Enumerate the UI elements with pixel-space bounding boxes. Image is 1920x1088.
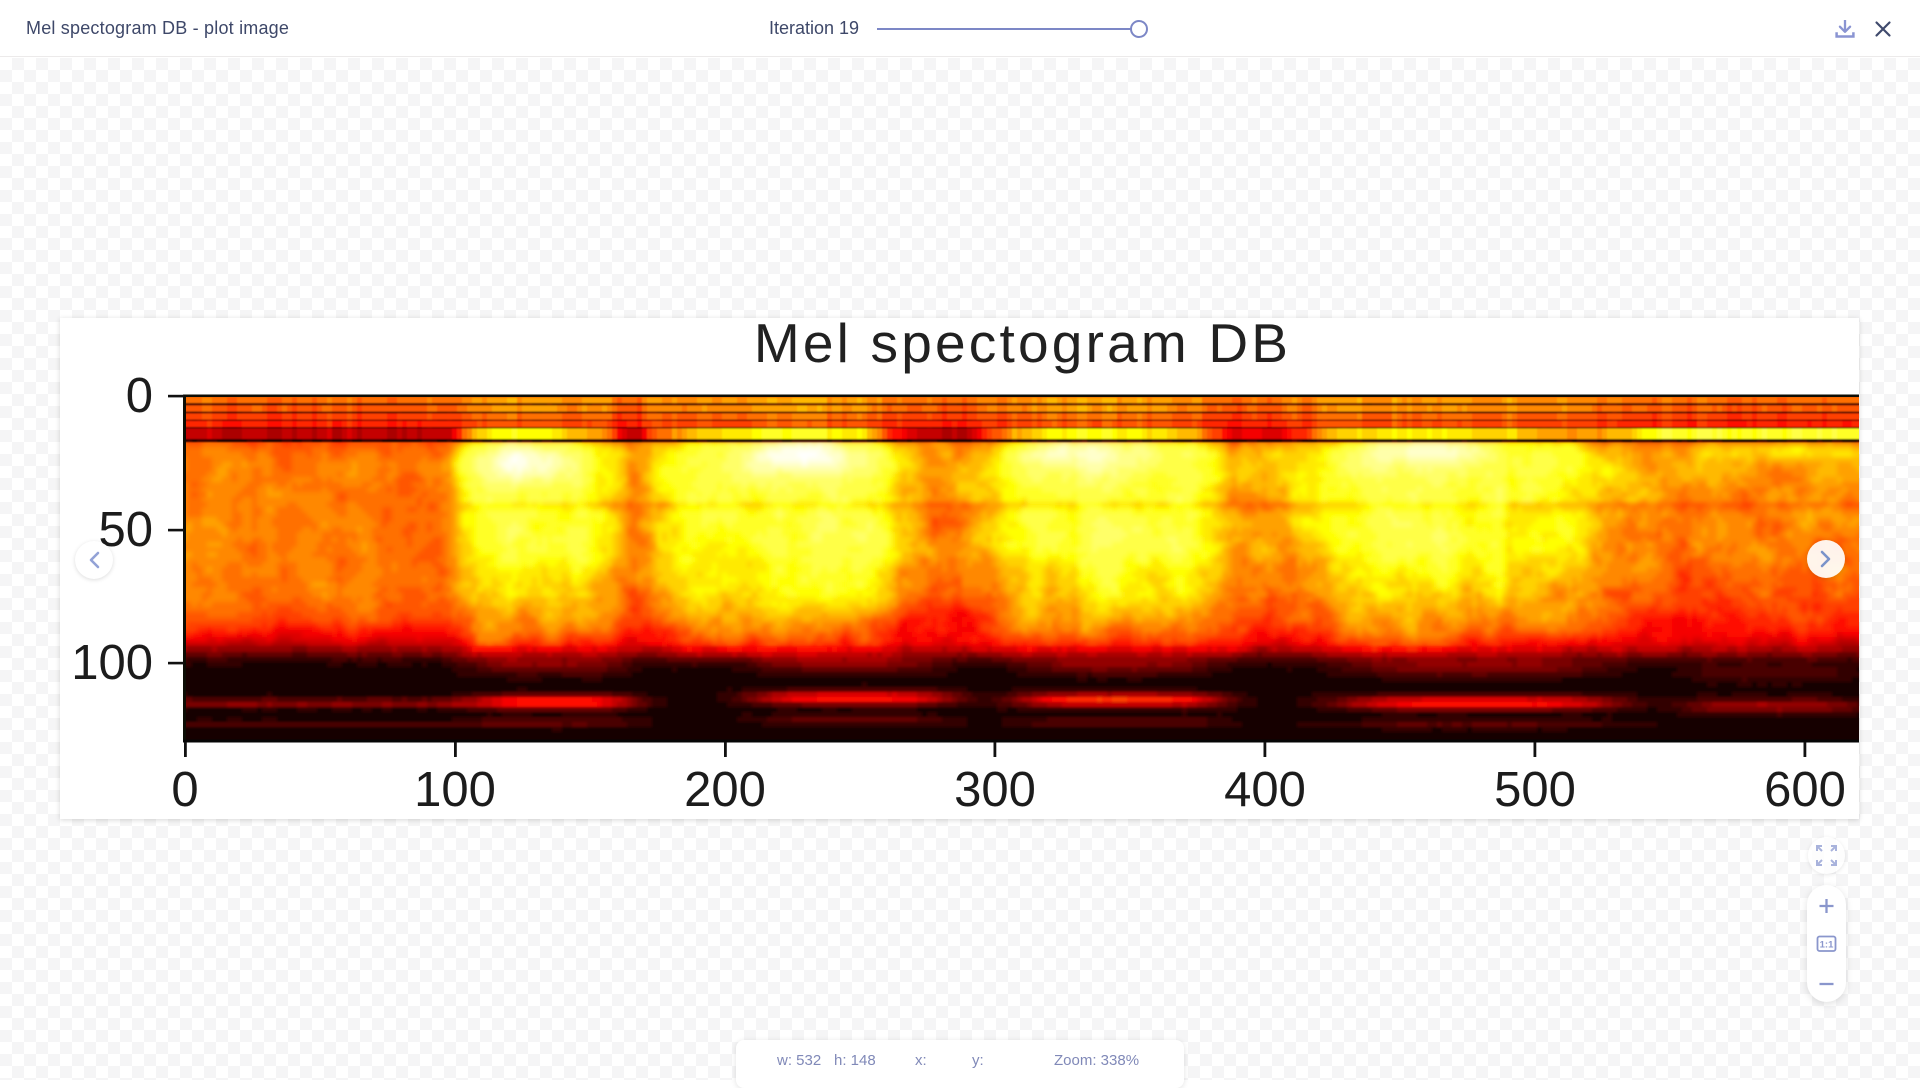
svg-text:1:1: 1:1 bbox=[1820, 940, 1834, 951]
